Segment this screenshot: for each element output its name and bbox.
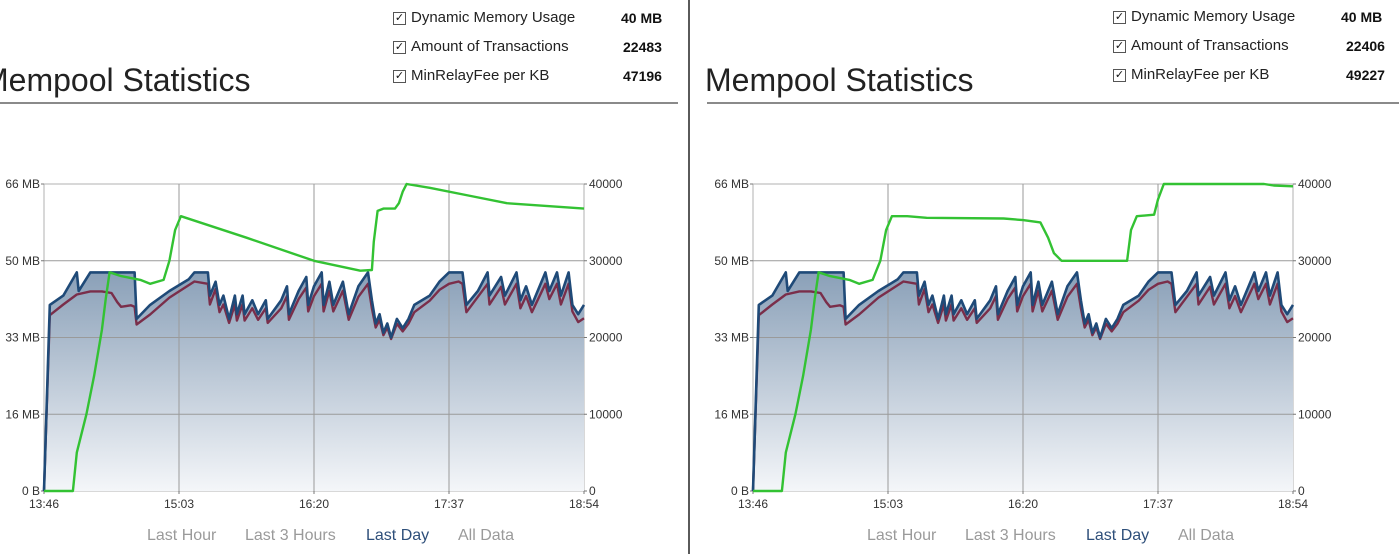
y-right-tick-label: 0 — [1298, 484, 1305, 498]
x-tick-label: 18:54 — [569, 497, 599, 511]
legend-value-transactions: 22483 — [623, 39, 662, 55]
y-right-tick-label: 20000 — [589, 331, 623, 345]
legend-value-memory: 40 MB — [621, 10, 663, 26]
legend-label-memory: Dynamic Memory Usage — [1131, 8, 1296, 25]
y-right-tick-label: 20000 — [1298, 331, 1332, 345]
y-left-tick-label: 16 MB — [714, 407, 749, 421]
range-last-day[interactable]: Last Day — [1086, 527, 1150, 544]
mempool-chart: 0 B 16 MB 33 MB 50 MB 66 MB 0 10000 20000 30000 4… — [5, 177, 623, 511]
y-right-tick-label: 10000 — [1298, 407, 1332, 421]
x-tick-label: 16:20 — [1008, 497, 1038, 511]
x-tick-label: 17:37 — [434, 497, 464, 511]
range-last-day[interactable]: Last Day — [366, 527, 430, 544]
panel-divider — [688, 0, 690, 554]
legend-label-minrelayfee: MinRelayFee per KB — [411, 67, 550, 84]
y-right-tick-label: 10000 — [589, 407, 623, 421]
page-title: Mempool Statistics — [705, 62, 974, 98]
y-right-tick-label: 30000 — [589, 254, 623, 268]
mempool-chart: 0 B 16 MB 33 MB 50 MB 66 MB 0 10000 20000 30000 4… — [714, 177, 1332, 511]
y-left-tick-label: 66 MB — [714, 177, 749, 191]
range-last-hour[interactable]: Last Hour — [147, 527, 217, 544]
x-tick-label: 16:20 — [299, 497, 329, 511]
x-tick-label: 18:54 — [1278, 497, 1308, 511]
legend-label-transactions: Amount of Transactions — [1131, 37, 1289, 54]
title-underline — [0, 102, 678, 104]
y-left-tick-label: 16 MB — [5, 407, 40, 421]
title-underline — [707, 102, 1399, 104]
y-left-tick-label: 66 MB — [5, 177, 40, 191]
transactions-checkbox[interactable]: ✓ — [393, 41, 406, 54]
legend-label-minrelayfee: MinRelayFee per KB — [1131, 66, 1270, 83]
range-last-3-hours[interactable]: Last 3 Hours — [245, 527, 336, 544]
legend-label-memory: Dynamic Memory Usage — [411, 9, 576, 26]
y-left-tick-label: 33 MB — [5, 331, 40, 345]
minrelayfee-checkbox[interactable]: ✓ — [1113, 69, 1126, 82]
y-right-tick-label: 0 — [589, 484, 596, 498]
y-right-tick-label: 30000 — [1298, 254, 1332, 268]
memory-checkbox[interactable]: ✓ — [1113, 11, 1126, 24]
legend-value-transactions: 22406 — [1346, 38, 1385, 54]
x-tick-label: 13:46 — [29, 497, 59, 511]
y-left-tick-label: 0 B — [22, 484, 40, 498]
legend-label-transactions: Amount of Transactions — [411, 38, 569, 55]
y-right-tick-label: 40000 — [1298, 177, 1332, 191]
range-last-hour[interactable]: Last Hour — [867, 527, 937, 544]
legend-value-minrelayfee: 49227 — [1346, 67, 1385, 83]
legend-value-memory: 40 MB — [1341, 9, 1383, 25]
legend-value-minrelayfee: 47196 — [623, 68, 662, 84]
transactions-checkbox[interactable]: ✓ — [1113, 40, 1126, 53]
range-all-data[interactable]: All Data — [458, 527, 515, 544]
y-left-tick-label: 33 MB — [714, 331, 749, 345]
range-last-3-hours[interactable]: Last 3 Hours — [965, 527, 1056, 544]
y-left-tick-label: 0 B — [731, 484, 749, 498]
memory-line — [42, 271, 586, 492]
transactions-line — [42, 280, 585, 492]
minrelayfee-checkbox[interactable]: ✓ — [393, 70, 406, 83]
memory-checkbox[interactable]: ✓ — [393, 12, 406, 25]
minrelayfee-line — [753, 182, 1294, 493]
x-tick-label: 15:03 — [164, 497, 194, 511]
memory-line — [751, 271, 1295, 492]
mempool-panel-left: Mempool Statistics ✓ Dynamic Memory Usag… — [0, 0, 688, 554]
x-tick-label: 13:46 — [738, 497, 768, 511]
x-tick-label: 15:03 — [873, 497, 903, 511]
y-left-tick-label: 50 MB — [714, 254, 749, 268]
minrelayfee-line — [44, 182, 585, 493]
page-title: Mempool Statistics — [0, 62, 251, 98]
y-left-tick-label: 50 MB — [5, 254, 40, 268]
mempool-panel-right: Mempool Statistics ✓ Dynamic Memory Usag… — [691, 0, 1400, 554]
transactions-line — [751, 280, 1294, 492]
y-right-tick-label: 40000 — [589, 177, 623, 191]
range-all-data[interactable]: All Data — [1178, 527, 1235, 544]
x-tick-label: 17:37 — [1143, 497, 1173, 511]
